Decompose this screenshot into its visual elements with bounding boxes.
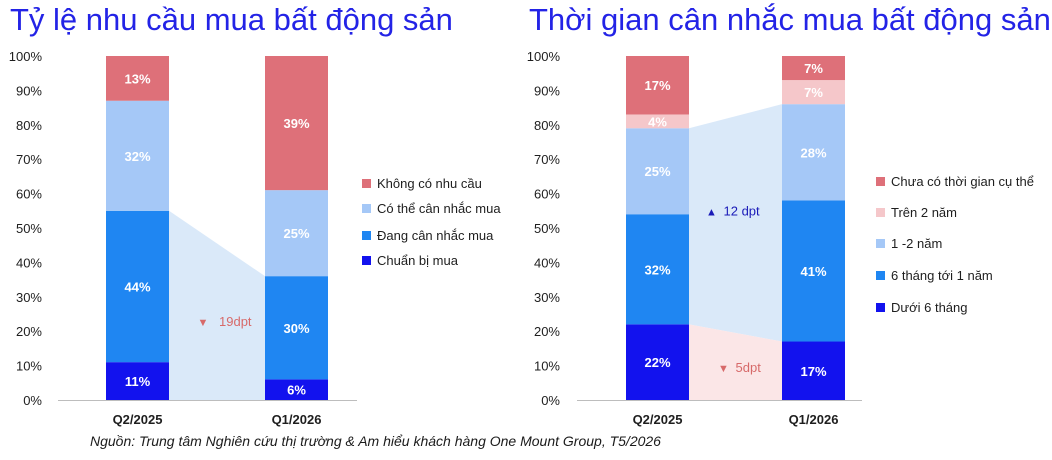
legend-label-left: Chuẩn bị mua (377, 253, 459, 268)
legend-label-left: Có thể cân nhắc mua (377, 201, 501, 216)
y-tick-label-left: 60% (16, 187, 42, 202)
legend-label-left: Không có nhu cầu (377, 176, 482, 191)
delta-label-lower-right: 5dpt (736, 360, 762, 375)
y-tick-label-right: 0% (541, 393, 560, 408)
delta-arrow-lower-right: ▼ (718, 363, 729, 375)
legend-label-right: Trên 2 năm (891, 205, 957, 220)
legend-swatch-left (362, 204, 371, 213)
bar-segment-right (626, 324, 689, 400)
bar-segment-right (626, 114, 689, 129)
y-tick-label-right: 90% (534, 83, 560, 98)
bar-segment-right (782, 200, 845, 342)
y-tick-label-left: 80% (16, 118, 42, 133)
legend-swatch-right (876, 239, 885, 248)
connector-shade-left (169, 210, 265, 400)
y-tick-label-left: 10% (16, 359, 42, 374)
x-category-label-left: Q1/2026 (272, 412, 322, 427)
data-label-right: 17% (644, 78, 670, 93)
bar-segment-right (782, 80, 845, 105)
y-tick-label-right: 70% (534, 152, 560, 167)
bar-segment-left (265, 190, 328, 277)
x-category-label-left: Q2/2025 (113, 412, 163, 427)
data-label-right: 7% (804, 61, 823, 76)
data-label-right: 28% (800, 145, 826, 160)
delta-label-left: 19dpt (219, 314, 252, 329)
y-tick-label-right: 30% (534, 290, 560, 305)
data-label-left: 6% (287, 383, 306, 398)
bar-segment-left (265, 379, 328, 400)
bar-segment-right (782, 104, 845, 201)
bar-segment-left (106, 210, 169, 363)
x-category-label-right: Q2/2025 (633, 412, 683, 427)
y-tick-label-right: 100% (527, 49, 561, 64)
legend-swatch-left (362, 231, 371, 240)
legend-swatch-right (876, 208, 885, 217)
y-tick-label-left: 20% (16, 324, 42, 339)
delta-label-upper-right: 12 dpt (724, 203, 761, 218)
delta-arrow-left: ▼ (198, 317, 209, 329)
chart-title-right: Thời gian cân nhắc mua bất động sản (529, 2, 1051, 37)
delta-arrow-upper-right: ▲ (706, 206, 717, 218)
data-label-left: 32% (124, 149, 150, 164)
data-label-right: 22% (644, 355, 670, 370)
y-tick-label-right: 20% (534, 324, 560, 339)
y-tick-label-right: 80% (534, 118, 560, 133)
legend-label-right: 6 tháng tới 1 năm (891, 268, 993, 283)
legend-swatch-right (876, 303, 885, 312)
y-tick-label-right: 10% (534, 359, 560, 374)
y-tick-label-left: 40% (16, 255, 42, 270)
y-tick-label-left: 0% (23, 393, 42, 408)
source-note: Nguồn: Trung tâm Nghiên cứu thị trường &… (90, 433, 661, 449)
data-label-right: 41% (800, 264, 826, 279)
y-tick-label-right: 40% (534, 255, 560, 270)
data-label-left: 13% (124, 71, 150, 86)
y-tick-label-left: 100% (9, 49, 43, 64)
bar-segment-right (626, 128, 689, 215)
chart-title-left: Tỷ lệ nhu cầu mua bất động sản (10, 2, 453, 37)
data-label-right: 7% (804, 85, 823, 100)
data-label-left: 11% (125, 374, 151, 389)
bar-segment-right (626, 56, 689, 115)
y-tick-label-right: 50% (534, 221, 560, 236)
connector-shade-lower-right (689, 324, 782, 400)
legend-swatch-left (362, 256, 371, 265)
y-tick-label-left: 70% (16, 152, 42, 167)
data-label-left: 30% (283, 321, 309, 336)
data-label-right: 32% (644, 262, 670, 277)
data-label-left: 39% (283, 116, 309, 131)
legend-label-right: Dưới 6 tháng (891, 300, 968, 315)
bar-segment-left (106, 56, 169, 101)
bar-segment-left (106, 362, 169, 400)
y-tick-label-left: 90% (16, 83, 42, 98)
data-label-right: 25% (644, 164, 670, 179)
x-category-label-right: Q1/2026 (789, 412, 839, 427)
bar-segment-left (265, 276, 328, 380)
connector-shade-upper-right (689, 104, 782, 342)
y-tick-label-right: 60% (534, 187, 560, 202)
bar-segment-right (782, 341, 845, 400)
legend-label-right: 1 -2 năm (891, 236, 942, 251)
legend-label-right: Chưa có thời gian cụ thể (891, 174, 1034, 189)
data-label-left: 44% (124, 279, 150, 294)
bar-segment-left (265, 56, 328, 191)
y-tick-label-left: 50% (16, 221, 42, 236)
data-label-right: 4% (648, 114, 667, 129)
bar-segment-right (626, 214, 689, 325)
data-label-left: 25% (283, 226, 309, 241)
legend-swatch-right (876, 177, 885, 186)
y-tick-label-left: 30% (16, 290, 42, 305)
bar-segment-left (106, 100, 169, 211)
bar-segment-right (782, 56, 845, 81)
legend-swatch-right (876, 271, 885, 280)
data-label-right: 17% (800, 364, 826, 379)
legend-swatch-left (362, 179, 371, 188)
legend-label-left: Đang cân nhắc mua (377, 228, 494, 243)
